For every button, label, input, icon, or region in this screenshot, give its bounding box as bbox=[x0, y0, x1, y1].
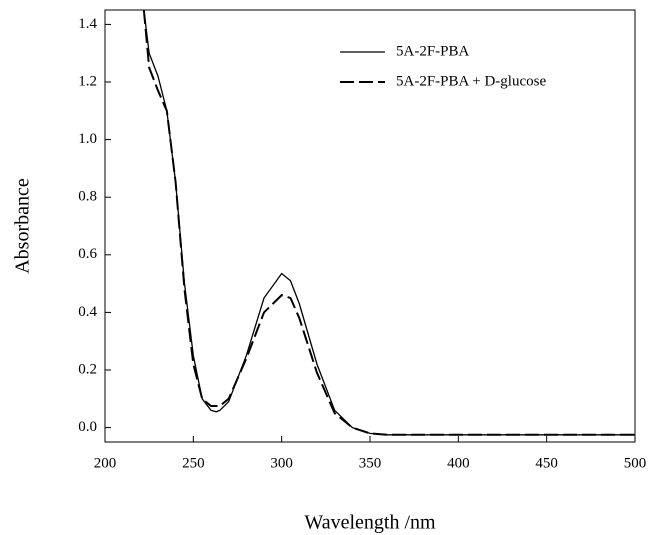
x-tick-label: 250 bbox=[182, 455, 205, 471]
series-line bbox=[142, 10, 635, 436]
legend-label: 5A-2F-PBA bbox=[396, 43, 470, 59]
y-tick-label: 0.6 bbox=[78, 246, 97, 262]
y-tick-label: 1.2 bbox=[78, 73, 97, 89]
plot-lines bbox=[142, 10, 635, 436]
x-tick-label: 300 bbox=[270, 455, 293, 471]
y-tick-label: 0.8 bbox=[78, 189, 97, 205]
y-tick-label: 1.0 bbox=[78, 131, 97, 147]
x-tick-label: 350 bbox=[359, 455, 382, 471]
x-tick-label: 400 bbox=[447, 455, 470, 471]
y-axis-title: Absorbance bbox=[12, 178, 34, 274]
y-tick-label: 0.4 bbox=[78, 304, 97, 320]
y-tick-label: 0.2 bbox=[78, 361, 97, 377]
y-tick-label: 0.0 bbox=[78, 419, 97, 435]
y-tick-label: 1.4 bbox=[78, 16, 97, 32]
plot-frame bbox=[104, 9, 636, 443]
x-tick-label: 200 bbox=[94, 455, 117, 471]
series-line bbox=[143, 10, 635, 436]
x-tick-label: 500 bbox=[624, 455, 647, 471]
legend-label: 5A-2F-PBA + D-glucose bbox=[396, 73, 546, 89]
x-axis-title: Wavelength /nm bbox=[304, 512, 436, 534]
x-tick-label: 450 bbox=[535, 455, 558, 471]
